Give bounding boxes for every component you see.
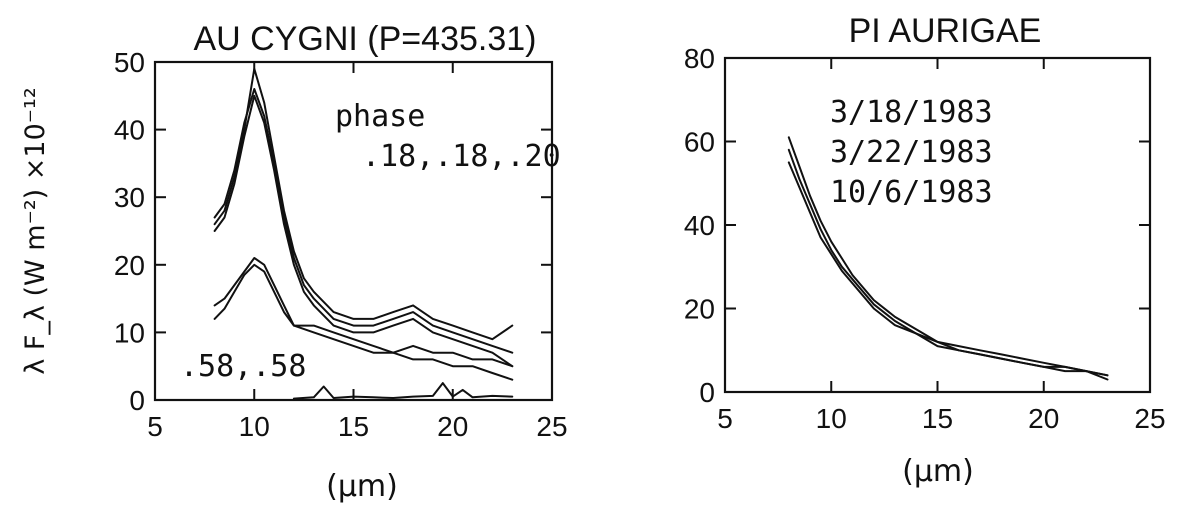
chart-pi-aurigae: PI AURIGAE 0 20 40 60 80 5 10 15 20 25 (μm) 3/18… [684,12,1166,489]
x-tick-label: 20 [1028,403,1059,434]
annotation-date-2: 3/22/1983 [830,135,993,170]
y-tick-label: 0 [129,385,145,416]
annotation-phase-low: .58,.58 [180,349,306,384]
x-tick-label: 10 [816,403,847,434]
series-line-au-cygni-3 [213,94,514,368]
series-line-au-cygni-6 [292,382,514,400]
chart-au-cygni: AU CYGNI (P=435.31) 0 10 20 30 40 50 5 10 15 20 2… [20,20,568,504]
annotation-date-3: 10/6/1983 [830,175,993,210]
series-line-au-cygni-5 [213,263,514,381]
y-tick-label: 40 [684,210,715,241]
series-line-au-cygni-4 [213,257,514,368]
y-tick-label: 40 [114,115,145,146]
x-tick-label: 20 [437,411,468,442]
series-group-au-cygni [213,67,514,400]
annotation-date-1: 3/18/1983 [830,95,993,130]
x-axis-label-au-cygni: (μm) [326,469,398,504]
x-tick-label: 15 [922,403,953,434]
series-line-au-cygni-2 [213,88,514,354]
y-tick-label: 30 [114,182,145,213]
y-tick-label: 50 [114,47,145,78]
x-tick-label: 5 [147,411,163,442]
y-tick-label: 20 [684,294,715,325]
x-tick-label: 15 [338,411,369,442]
tick-marks-au-cygni [154,61,553,401]
x-tick-label: 5 [717,403,733,434]
y-tick-label: 60 [684,127,715,158]
annotation-phase-high: .18,.18,.20 [362,139,561,174]
tick-marks-pi-aurigae [724,57,1151,393]
y-tick-label: 10 [114,317,145,348]
chart-title-pi-aurigae: PI AURIGAE [849,12,1042,50]
x-tick-label: 25 [536,411,567,442]
x-tick-label: 25 [1134,403,1165,434]
y-axis-label-au-cygni: λ F_λ (W m⁻²) ×10⁻¹² [20,87,51,374]
series-group-pi-aurigae [787,136,1109,381]
series-line-pi-aurigae-1 [787,136,1109,377]
series-line-pi-aurigae-3 [787,161,1109,377]
annotation-phase-label: phase [335,99,425,134]
chart-title-au-cygni: AU CYGNI (P=435.31) [194,20,537,58]
y-tick-label: 0 [699,377,715,408]
y-tick-label: 80 [684,43,715,74]
y-tick-label: 20 [114,250,145,281]
x-axis-label-pi-aurigae: (μm) [902,454,974,489]
x-tick-label: 10 [239,411,270,442]
